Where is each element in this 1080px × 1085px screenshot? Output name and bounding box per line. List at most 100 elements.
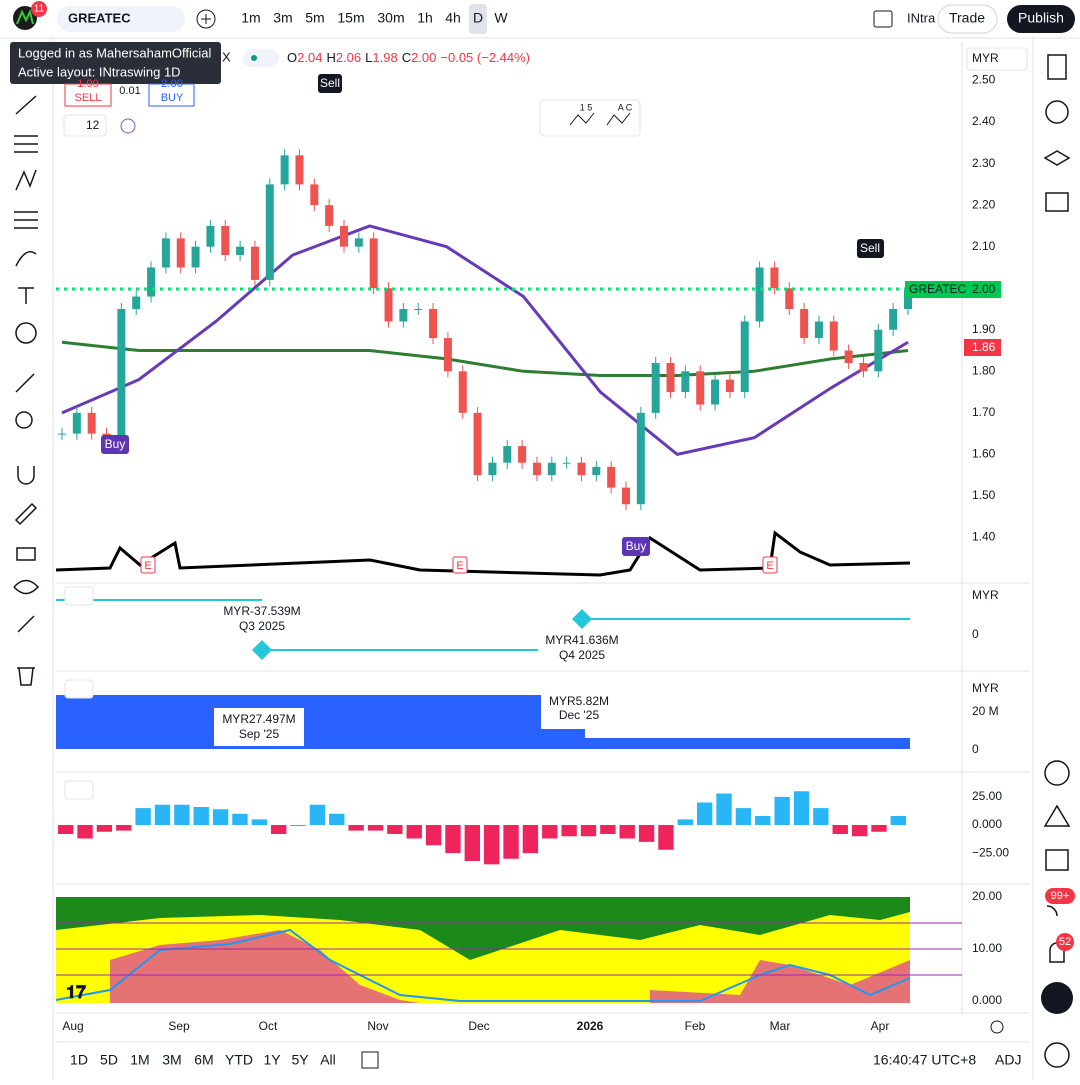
range-button[interactable]: 1Y xyxy=(263,1052,281,1068)
range-button[interactable]: 5D xyxy=(100,1052,118,1068)
hist-bar xyxy=(464,825,480,861)
revenue-box xyxy=(541,693,621,729)
buy-signal-label: Buy xyxy=(626,539,647,553)
price-tick: 1.80 xyxy=(972,363,996,377)
candle xyxy=(325,205,334,226)
range-button[interactable]: All xyxy=(320,1052,336,1068)
compare-button[interactable] xyxy=(196,9,216,29)
price-tick: 2.50 xyxy=(972,73,996,87)
apps-button[interactable] xyxy=(1041,982,1073,1014)
candle xyxy=(221,225,230,255)
candle xyxy=(369,238,378,289)
frame xyxy=(0,37,1080,1080)
range-button[interactable]: 1D xyxy=(70,1052,88,1068)
candle xyxy=(547,462,556,476)
candle xyxy=(592,466,601,476)
candle xyxy=(711,379,720,405)
layout-name[interactable]: INtra xyxy=(907,10,936,25)
range-button[interactable]: 3M xyxy=(162,1052,181,1068)
buy-signal-label: Buy xyxy=(105,437,126,451)
candle xyxy=(874,329,883,372)
candle xyxy=(458,371,467,413)
candle xyxy=(889,309,898,330)
range-button[interactable]: 6M xyxy=(194,1052,213,1068)
revenue-label: MYR5.82M xyxy=(549,694,609,708)
tv-logo: 𝟏𝟕 xyxy=(66,982,86,1002)
timeframe[interactable]: D xyxy=(473,10,483,26)
strength-tick: 0.000 xyxy=(972,993,1002,1007)
symbol: GREATEC xyxy=(68,10,131,25)
candle xyxy=(206,225,215,247)
timeframe[interactable]: 4h xyxy=(445,10,461,26)
candle xyxy=(176,238,185,268)
pane-zero: 0 xyxy=(972,627,979,641)
layout-button[interactable] xyxy=(873,10,893,28)
clock: 16:40:47 UTC+8 xyxy=(873,1052,976,1068)
range-button[interactable]: YTD xyxy=(225,1052,253,1068)
revenue-box xyxy=(214,708,304,746)
hist-bar xyxy=(658,825,674,850)
widget-left: 1 5 xyxy=(580,102,593,112)
widget-icons xyxy=(569,112,631,126)
buy-button[interactable] xyxy=(148,83,195,107)
pane-toggles[interactable] xyxy=(64,586,94,800)
price-tick: 1.90 xyxy=(972,322,996,336)
timeframe[interactable]: 15m xyxy=(337,10,364,26)
hist-bar xyxy=(309,804,326,825)
date-range-icon[interactable] xyxy=(361,1051,379,1069)
sell-price: 1.99 xyxy=(77,78,98,90)
hist-bar xyxy=(367,825,384,831)
sell-label: SELL xyxy=(75,92,102,104)
revenue-label: MYR27.497M xyxy=(222,712,295,726)
last-price-tag xyxy=(905,281,1001,298)
eps-period: Q3 2025 xyxy=(239,619,285,633)
candle xyxy=(443,338,452,372)
timeframe[interactable]: 1h xyxy=(417,10,433,26)
sync-icon xyxy=(120,118,136,134)
alerts-badge xyxy=(1045,888,1075,904)
pane-zero: 0 xyxy=(972,742,979,756)
buy-signal xyxy=(101,435,129,454)
indicators-toggle[interactable] xyxy=(63,114,107,137)
timeframe[interactable]: 5m xyxy=(305,10,324,26)
candle xyxy=(236,246,245,255)
hist-bar xyxy=(193,807,209,825)
candle xyxy=(310,184,319,206)
candle xyxy=(503,446,512,463)
revenue-period: Sep '25 xyxy=(239,727,280,741)
alerts-count: 99+ xyxy=(1051,890,1070,902)
candle xyxy=(191,246,200,268)
price-tick: 2.10 xyxy=(972,239,996,253)
symbol-search[interactable] xyxy=(57,6,185,32)
timeframe[interactable]: 1m xyxy=(241,10,260,26)
hist-bar xyxy=(290,825,306,826)
timeframe[interactable]: 3m xyxy=(273,10,292,26)
currency-select[interactable] xyxy=(966,47,1028,71)
hist-bar xyxy=(116,825,132,831)
settings-icon[interactable] xyxy=(990,1020,1004,1034)
trade-button[interactable] xyxy=(937,4,998,34)
timeframe[interactable]: W xyxy=(494,10,508,26)
earnings-flag xyxy=(452,556,468,574)
hist-bar xyxy=(96,825,113,832)
hist-bar xyxy=(135,808,151,825)
hist-bar xyxy=(871,825,887,832)
range-button[interactable]: 5Y xyxy=(291,1052,309,1068)
time-label: Aug xyxy=(62,1019,83,1033)
publish-button[interactable] xyxy=(1007,5,1075,33)
hist-bar xyxy=(697,802,713,825)
earnings-label: E xyxy=(456,560,463,572)
candle xyxy=(265,184,274,280)
widget-right: A C xyxy=(618,102,633,112)
timeframe[interactable]: 30m xyxy=(377,10,404,26)
adj[interactable]: ADJ xyxy=(995,1052,1021,1068)
range-button[interactable]: 1M xyxy=(130,1052,149,1068)
hist-bar xyxy=(600,825,616,834)
hist-bar xyxy=(77,825,93,839)
candle xyxy=(473,412,482,476)
hist-bar xyxy=(813,808,829,825)
sell-button[interactable] xyxy=(64,83,112,107)
candle xyxy=(354,238,363,247)
eps-label: MYR-37.539M xyxy=(223,604,300,618)
sell-signal xyxy=(857,239,884,258)
